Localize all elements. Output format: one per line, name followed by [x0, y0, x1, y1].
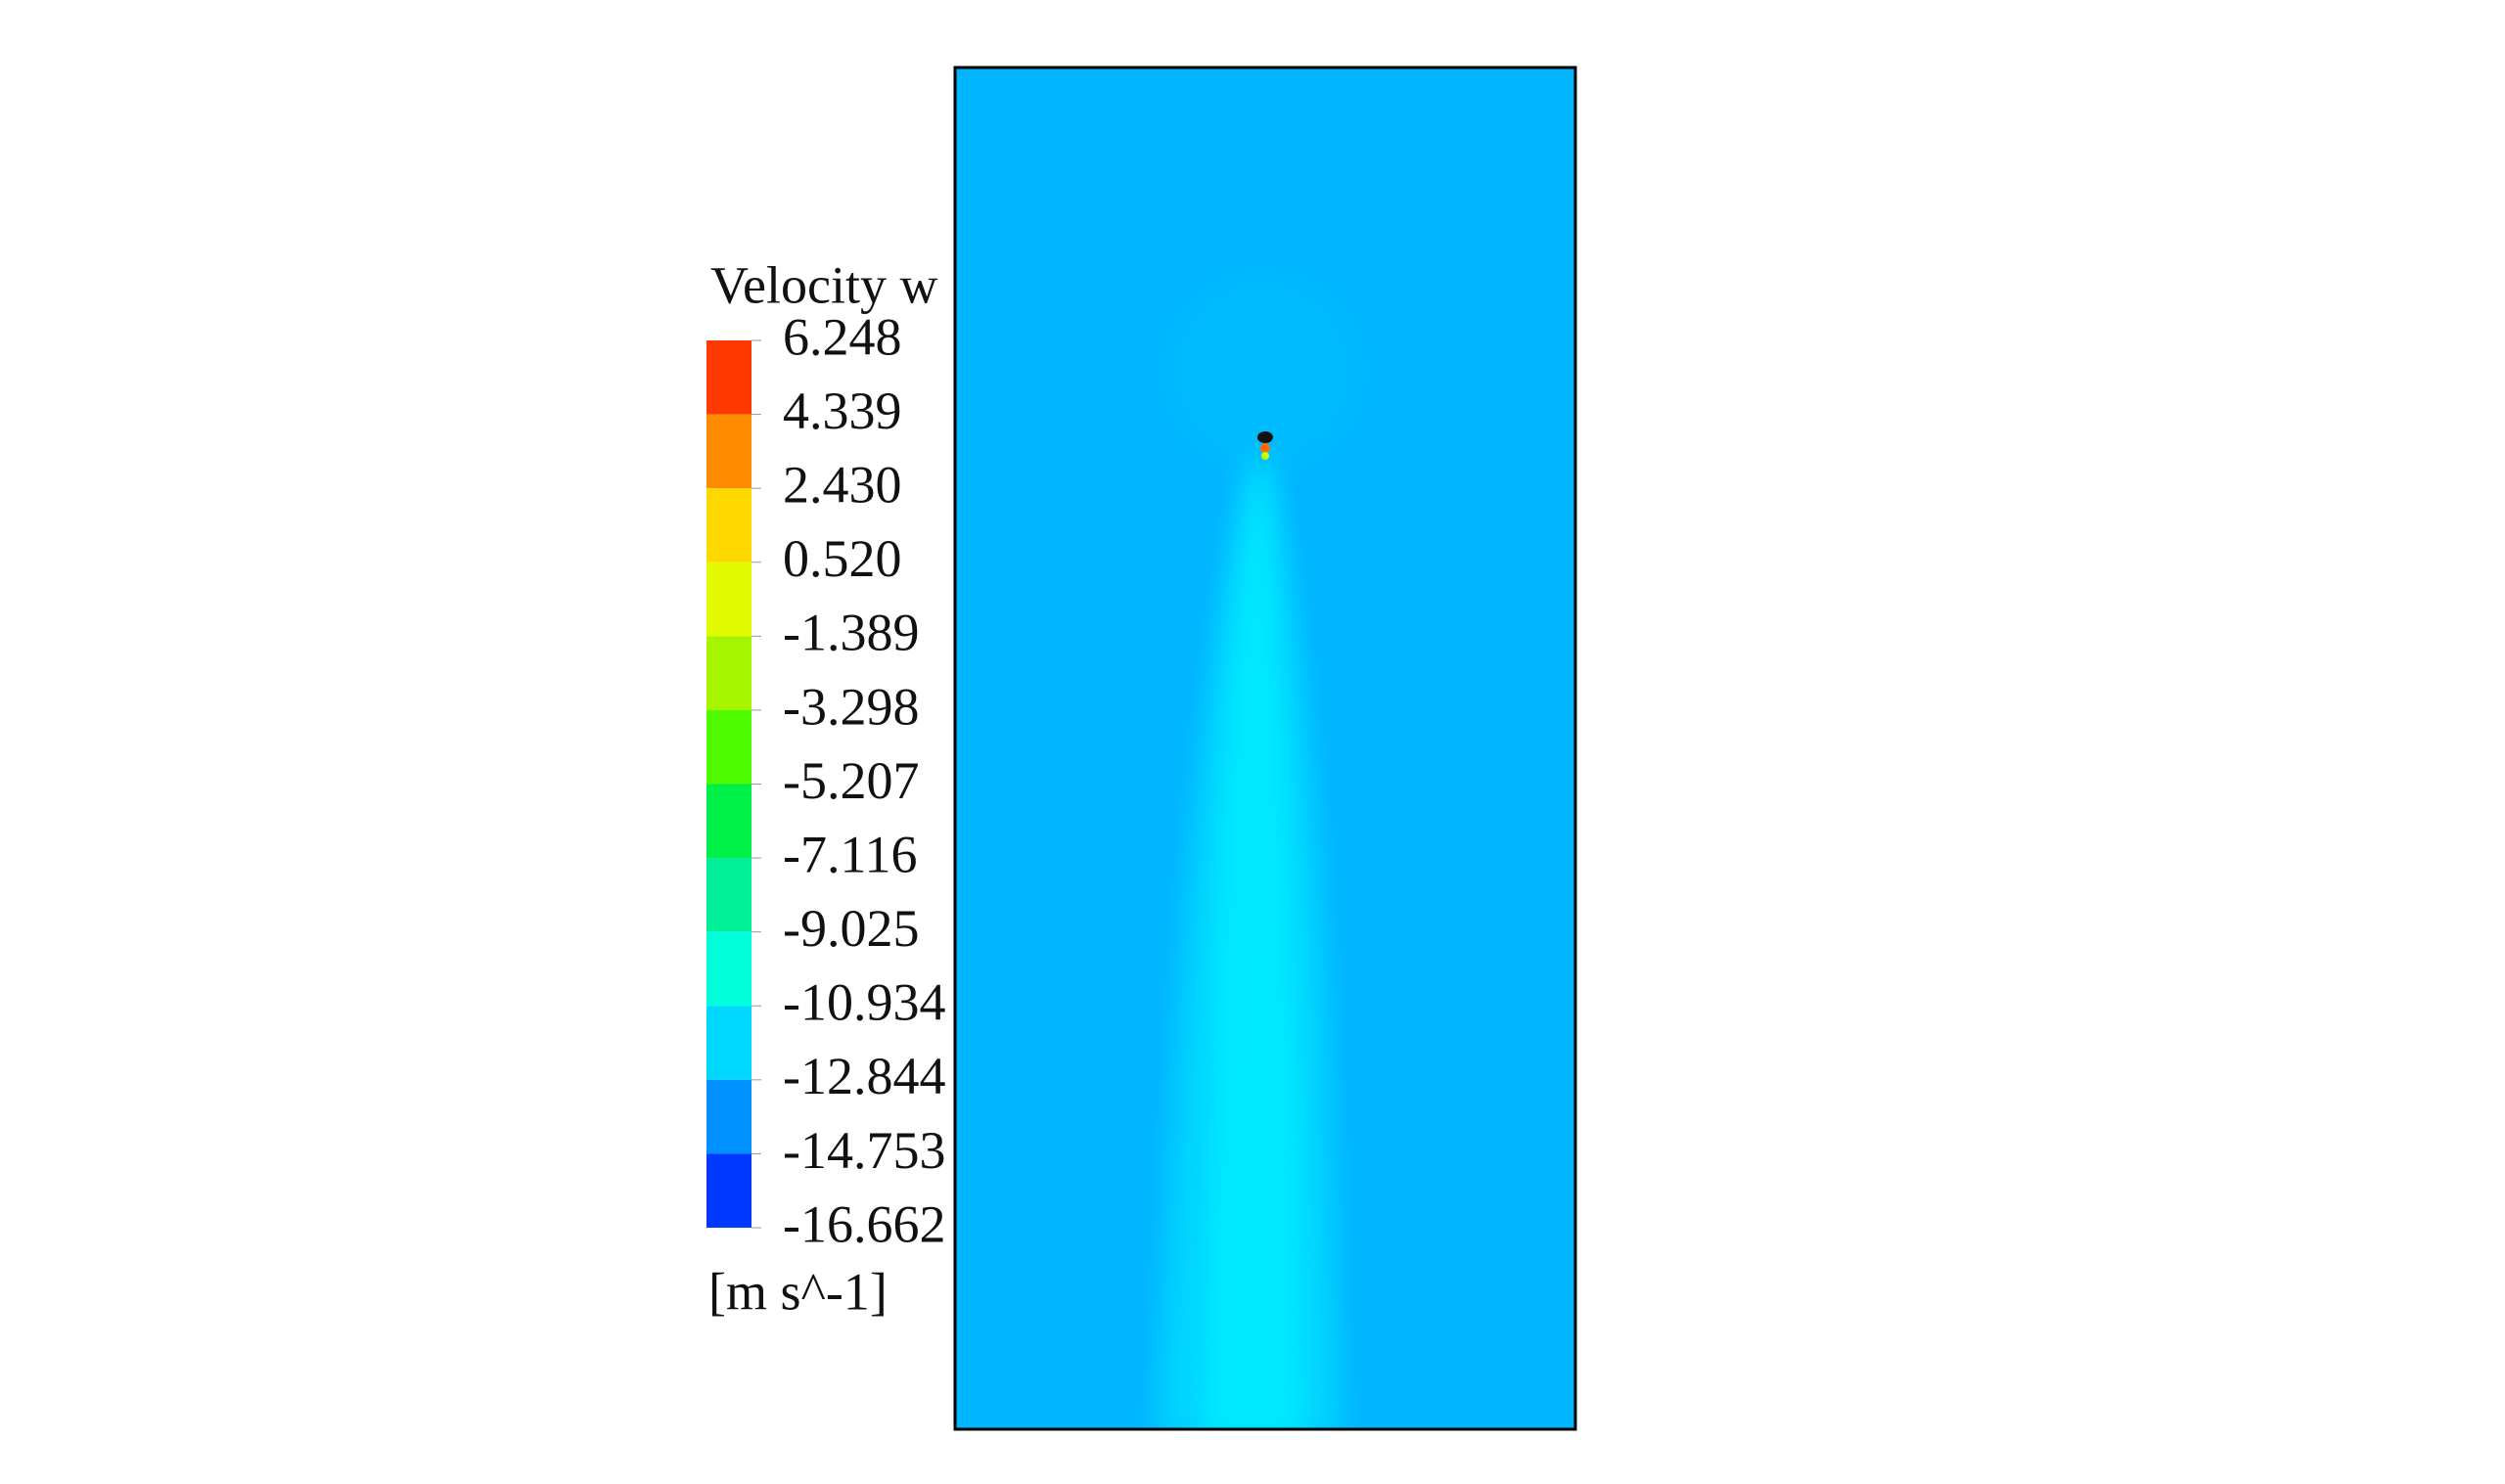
colorbar-label: -10.934 [783, 973, 945, 1032]
colorbar-band [706, 636, 752, 710]
plume-inner [1204, 470, 1301, 1429]
colorbar-label: -5.207 [783, 751, 919, 810]
colorbar-label: 6.248 [783, 307, 902, 366]
colorbar-band [706, 414, 752, 489]
colorbar-band [706, 858, 752, 932]
source-body [1257, 431, 1273, 443]
colorbar-band [706, 562, 752, 637]
colorbar-label: -16.662 [783, 1194, 945, 1253]
legend-unit: [m s^-1] [708, 1262, 888, 1321]
source-hot [1260, 443, 1270, 453]
colorbar-band [706, 709, 752, 785]
colorbar-band [706, 1153, 752, 1228]
colorbar-label: -1.389 [783, 604, 919, 662]
colorbar-band [706, 1006, 752, 1080]
colorbar-label: 4.339 [783, 382, 902, 440]
colorbar-band [706, 931, 752, 1007]
source-warm [1261, 452, 1269, 460]
colorbar-label: 0.520 [783, 529, 902, 588]
halo [1161, 269, 1366, 474]
domain-frame [953, 66, 1577, 1431]
colorbar-label: 2.430 [783, 456, 902, 515]
colorbar-label: -7.116 [783, 825, 917, 883]
colorbar-band [706, 1079, 752, 1154]
contour-field [955, 67, 1575, 1429]
colorbar-band [706, 488, 752, 562]
legend-title: Velocity w [710, 255, 937, 314]
colorbar-label: -9.025 [783, 899, 919, 958]
colorbar-label: -12.844 [783, 1047, 945, 1105]
colorbar-label: -14.753 [783, 1121, 945, 1180]
colorbar-band [706, 784, 752, 859]
colorbar-label: -3.298 [783, 677, 919, 736]
colorbar-band [706, 340, 752, 415]
